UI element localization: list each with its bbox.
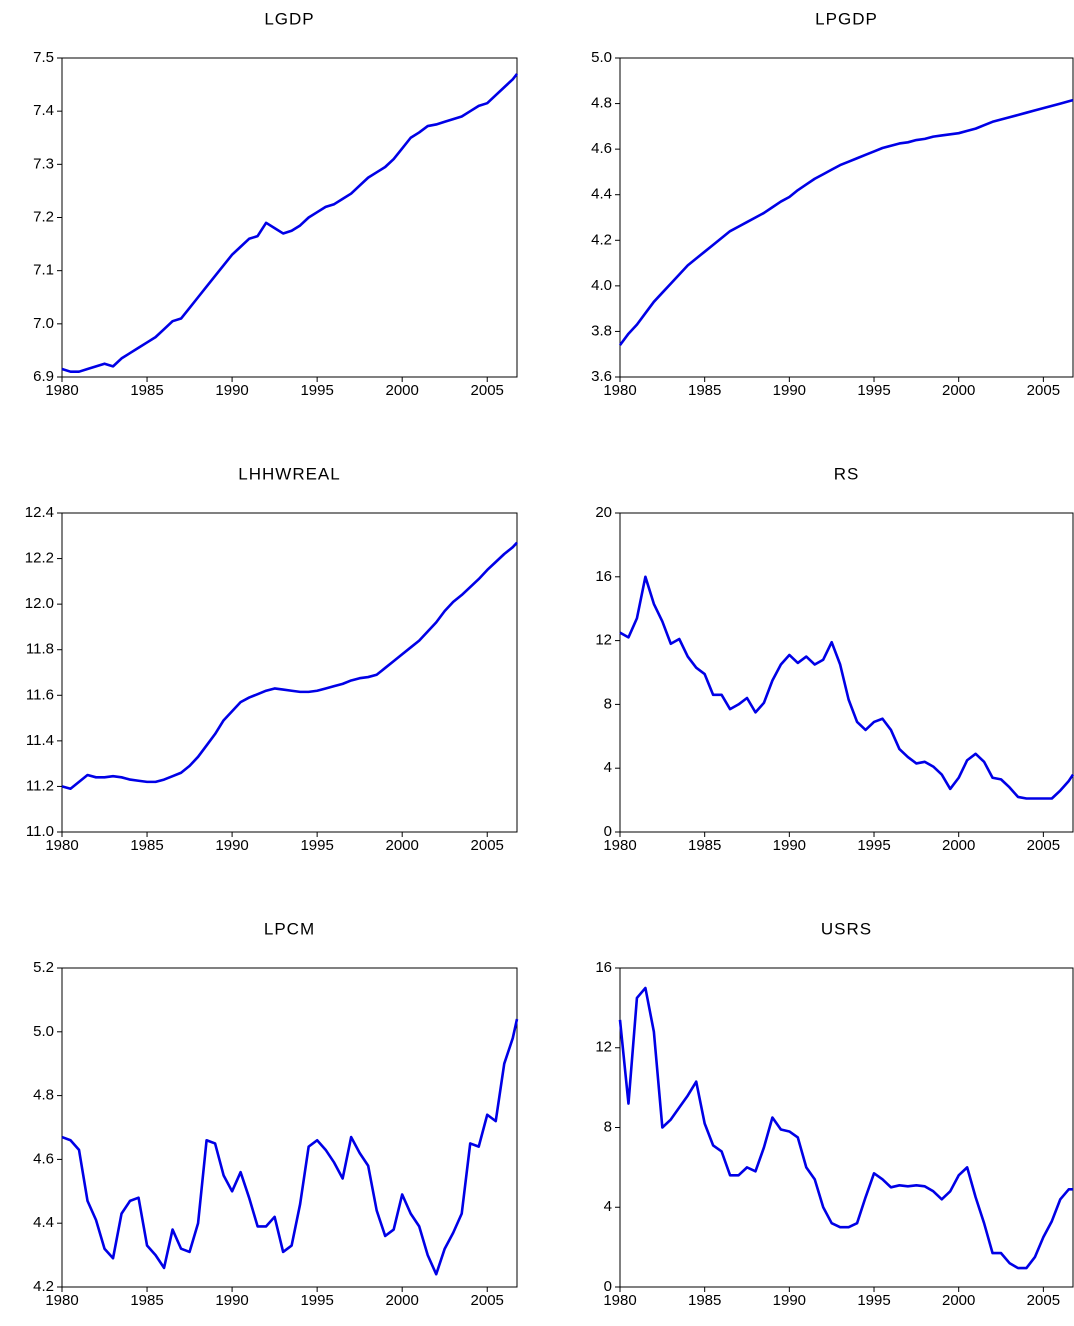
y-tick-label: 11.4	[26, 732, 54, 749]
x-tick-label: 1985	[130, 837, 163, 854]
x-tick-label: 1995	[300, 382, 333, 399]
chart-title: LHHWREAL	[238, 464, 340, 483]
x-tick-label: 1980	[603, 1292, 636, 1309]
chart-title: RS	[834, 464, 860, 483]
data-line	[61, 541, 518, 791]
y-tick-label: 8	[604, 1118, 612, 1135]
plot-frame	[61, 512, 518, 833]
y-tick-label: 16	[595, 959, 612, 976]
y-tick-label: 12.0	[25, 595, 54, 612]
x-tick-label: 1980	[45, 837, 78, 854]
y-tick-label: 4.4	[33, 1214, 54, 1231]
x-tick-label: 1990	[773, 837, 806, 854]
y-tick-label: 4	[604, 759, 612, 776]
x-tick-label: 1985	[130, 382, 163, 399]
x-tick-label: 1990	[215, 382, 248, 399]
y-tick-label: 5.0	[33, 1023, 54, 1040]
x-tick-label: 1990	[773, 1292, 806, 1309]
x-tick-label: 2005	[1027, 382, 1060, 399]
y-tick-label: 7.2	[33, 208, 54, 225]
chart-title: LGDP	[264, 9, 314, 28]
x-tick-label: 2000	[385, 382, 418, 399]
plot-frame	[619, 512, 1074, 833]
y-tick-label: 12	[595, 1039, 612, 1056]
y-tick-label: 12	[595, 632, 612, 649]
y-tick-label: 7.5	[33, 49, 54, 66]
x-tick-label: 2005	[1027, 837, 1060, 854]
x-tick-label: 1995	[857, 1292, 890, 1309]
x-tick-label: 1990	[215, 837, 248, 854]
y-tick-label: 12.2	[25, 550, 54, 567]
x-tick-label: 1995	[300, 837, 333, 854]
x-tick-label: 1985	[688, 837, 721, 854]
y-tick-label: 4.6	[591, 140, 612, 157]
y-tick-label: 16	[595, 568, 612, 585]
plot-frame	[619, 57, 1074, 378]
y-tick-label: 4.8	[591, 95, 612, 112]
plot-frame	[61, 967, 518, 1288]
x-tick-label: 2005	[471, 837, 504, 854]
y-tick-label: 4.8	[33, 1087, 54, 1104]
y-tick-label: 7.3	[33, 155, 54, 172]
y-tick-label: 20	[595, 504, 612, 521]
x-tick-label: 2005	[471, 382, 504, 399]
plot-frame	[619, 967, 1074, 1288]
y-tick-label: 5.0	[591, 49, 612, 66]
y-tick-label: 3.6	[591, 368, 612, 385]
x-tick-label: 1990	[773, 382, 806, 399]
x-tick-label: 2000	[942, 382, 975, 399]
y-tick-label: 11.6	[26, 686, 54, 703]
data-line	[619, 575, 1074, 800]
chart-title: LPGDP	[815, 9, 878, 28]
y-tick-label: 3.8	[591, 322, 612, 339]
y-tick-label: 4.2	[591, 231, 612, 248]
chart-title: USRS	[821, 919, 872, 938]
x-tick-label: 2005	[1027, 1292, 1060, 1309]
chart-title: LPCM	[264, 919, 315, 938]
y-tick-label: 5.2	[33, 959, 54, 976]
y-tick-label: 0	[604, 823, 612, 840]
y-tick-label: 4.0	[591, 277, 612, 294]
data-line	[618, 98, 1074, 346]
x-tick-label: 1995	[300, 1292, 333, 1309]
x-tick-label: 1980	[603, 837, 636, 854]
x-tick-label: 1985	[688, 1292, 721, 1309]
y-tick-label: 4.4	[591, 186, 612, 203]
x-tick-label: 2000	[385, 1292, 418, 1309]
y-tick-label: 7.0	[33, 315, 54, 332]
x-tick-label: 1980	[45, 382, 78, 399]
y-tick-label: 11.0	[26, 823, 54, 840]
plot-frame	[61, 57, 518, 378]
x-tick-label: 2000	[385, 837, 418, 854]
x-tick-label: 1980	[603, 382, 636, 399]
data-line	[61, 73, 519, 373]
x-tick-label: 2000	[942, 837, 975, 854]
x-tick-label: 1980	[45, 1292, 78, 1309]
data-line	[618, 986, 1073, 1270]
x-tick-label: 1985	[688, 382, 721, 399]
x-tick-label: 2005	[471, 1292, 504, 1309]
y-tick-label: 11.2	[26, 777, 54, 794]
data-line	[61, 1018, 519, 1276]
x-tick-label: 2000	[942, 1292, 975, 1309]
y-tick-label: 4.2	[33, 1278, 54, 1295]
y-tick-label: 4	[604, 1198, 612, 1215]
y-tick-label: 4.6	[33, 1150, 54, 1167]
y-tick-label: 8	[604, 695, 612, 712]
y-tick-label: 11.8	[26, 641, 54, 658]
x-tick-label: 1995	[857, 382, 890, 399]
y-tick-label: 7.4	[33, 102, 54, 119]
x-tick-label: 1990	[215, 1292, 248, 1309]
x-tick-label: 1985	[130, 1292, 163, 1309]
y-tick-label: 7.1	[33, 262, 54, 279]
y-tick-label: 0	[604, 1278, 612, 1295]
y-tick-label: 12.4	[25, 504, 54, 521]
y-tick-label: 6.9	[33, 368, 54, 385]
x-tick-label: 1995	[857, 837, 890, 854]
